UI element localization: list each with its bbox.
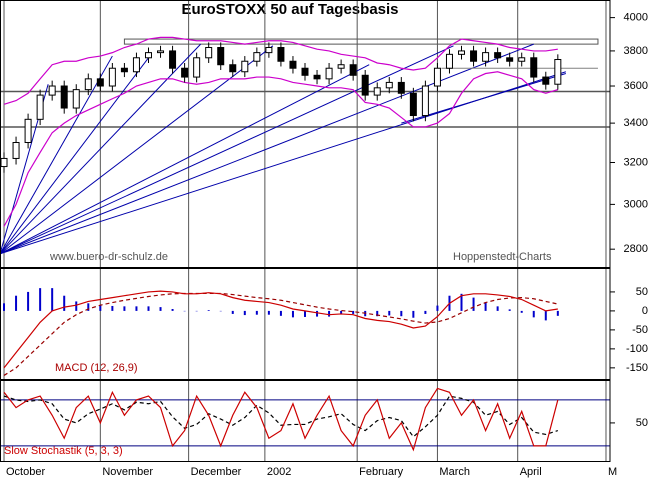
y-tick-label: -100 (626, 343, 648, 355)
candle-body (518, 57, 526, 62)
stoch-k (3, 387, 559, 452)
macd-label: MACD (12, 26,9) (55, 362, 138, 374)
trendline (0, 55, 113, 255)
y-tick-label: 3400 (624, 117, 648, 129)
candle-body (253, 52, 261, 62)
candle-body (542, 76, 550, 85)
candle-body (506, 57, 514, 62)
candle-body (458, 50, 466, 55)
candle-body (24, 118, 32, 144)
y-tick-label: -50 (632, 324, 648, 336)
stoch-d (3, 395, 559, 438)
x-tick-label: March (439, 466, 470, 478)
candle-body (0, 157, 8, 168)
candle-body (84, 78, 92, 91)
chart-title: EuroSTOXX 50 auf Tagesbasis (181, 1, 398, 18)
candle-body (482, 52, 490, 62)
x-tick-label: October (6, 466, 45, 478)
x-tick-label: 2002 (267, 466, 291, 478)
candle-body (60, 85, 68, 109)
trendline (0, 57, 149, 255)
y-tick-label: 3000 (624, 198, 648, 210)
x-tick-label: April (520, 466, 542, 478)
macd-line (3, 290, 558, 369)
panel-frame (0, 0, 611, 268)
y-tick-label: 3200 (624, 156, 648, 168)
panel-frame (0, 268, 611, 380)
candle-body (144, 52, 152, 59)
y-tick-label: 3600 (624, 80, 648, 92)
candle-body (349, 64, 357, 76)
x-tick-label: February (359, 466, 404, 478)
source: Hoppenstedt-Charts (453, 251, 552, 263)
candle-body (470, 50, 478, 62)
candle-body (36, 94, 44, 120)
candle-body (72, 89, 80, 109)
candle-body (313, 74, 321, 80)
y-tick-label: 3800 (624, 45, 648, 57)
candle-body (205, 47, 213, 59)
band-upper (3, 36, 558, 105)
stoch-label: Slow Stochastik (5, 3, 3) (4, 445, 123, 457)
candle-body (48, 85, 56, 96)
candle-body (181, 67, 189, 78)
candle-body (301, 67, 309, 76)
watermark: www.buero-dr-schulz.de (49, 251, 168, 263)
candle-body (120, 67, 128, 73)
candle-body (169, 50, 177, 69)
candle-body (217, 47, 225, 66)
y-tick-label: 4000 (624, 12, 648, 24)
y-tick-label: 2800 (624, 243, 648, 255)
resistance-box (123, 38, 599, 45)
candle-body (96, 78, 104, 87)
candle-body (385, 81, 393, 89)
candle-body (229, 64, 237, 73)
candle-body (397, 81, 405, 94)
trendline (0, 64, 370, 255)
candle-body (157, 50, 165, 54)
candle-body (409, 92, 417, 117)
trendline (0, 45, 454, 255)
candle-body (421, 85, 429, 117)
candle-body (193, 57, 201, 78)
trendline (0, 43, 534, 255)
candle-body (445, 53, 453, 69)
candle-body (337, 64, 345, 69)
candle-body (12, 142, 20, 159)
candle-body (325, 67, 333, 80)
candle-body (241, 60, 249, 73)
band-lower (3, 71, 559, 227)
candle-body (554, 59, 562, 85)
panel-frame (0, 380, 611, 462)
x-tick-label: November (102, 466, 153, 478)
x-tick-label: December (191, 466, 242, 478)
candle-body (108, 67, 116, 87)
candle-body (265, 47, 273, 54)
candle-body (277, 47, 285, 62)
candle-body (373, 87, 381, 96)
y-tick-label: 50 (636, 417, 648, 429)
candle-body (132, 57, 140, 73)
y-tick-label: 50 (636, 286, 648, 298)
candle-body (530, 57, 538, 78)
y-tick-label: 0 (642, 305, 648, 317)
x-tick-label: M (608, 466, 617, 478)
macd-signal (3, 292, 558, 376)
trendline (0, 45, 274, 255)
candle-body (361, 74, 369, 96)
candle-body (289, 60, 297, 69)
y-tick-label: -150 (626, 362, 648, 374)
candle-body (494, 52, 502, 59)
candle-body (433, 67, 441, 87)
